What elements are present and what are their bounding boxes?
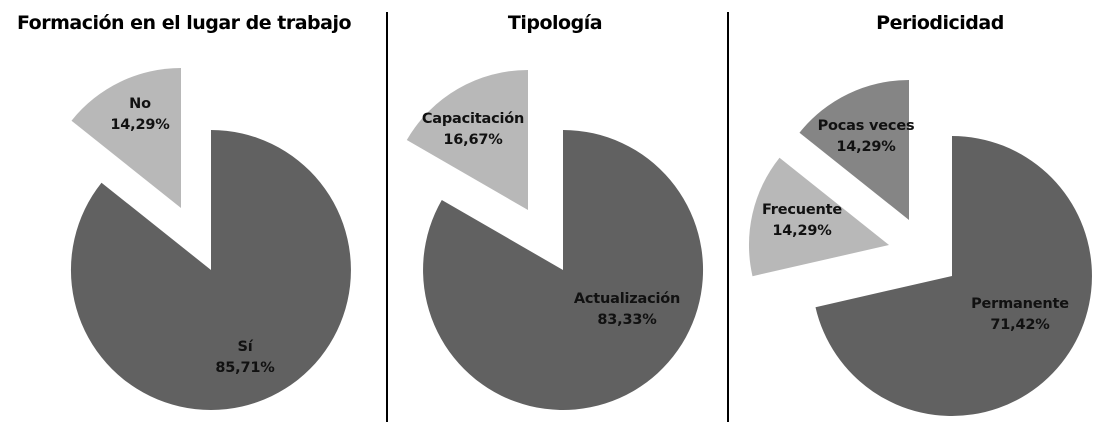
slice-label-permanente: Permanente 71,42% (971, 294, 1069, 336)
pie-slice-capacitacion (406, 70, 528, 210)
slice-name: No (129, 96, 151, 112)
pie-slice-permanente (815, 136, 1092, 417)
pie-slice-no (71, 67, 181, 208)
slice-pct: 14,29% (772, 223, 832, 239)
divider-right (727, 12, 729, 422)
slice-label-si: Sí 85,71% (215, 337, 274, 379)
chart-title-periodicidad: Periodicidad (876, 12, 1004, 34)
pie-slice-pocas-veces (799, 79, 909, 220)
divider-left (386, 12, 388, 422)
slice-name: Pocas veces (817, 118, 915, 134)
pie-slice-si (70, 130, 351, 410)
slice-pct: 14,29% (110, 117, 170, 133)
slice-name: Sí (237, 339, 253, 355)
slice-name: Actualización (573, 291, 681, 307)
slice-label-no: No 14,29% (110, 94, 169, 136)
slice-pct: 14,29% (836, 139, 896, 155)
slice-pct: 85,71% (215, 360, 275, 376)
pie-slice-frecuente (748, 157, 889, 277)
slice-pct: 71,42% (990, 317, 1050, 333)
slice-pct: 16,67% (443, 132, 503, 148)
slice-name: Permanente (971, 296, 1069, 312)
chart-title-formacion: Formación en el lugar de trabajo (16, 12, 352, 34)
slice-label-capacitacion: Capacitación 16,67% (421, 109, 525, 151)
slice-label-frecuente: Frecuente 14,29% (762, 200, 842, 242)
chart-title-tipologia: Tipología (507, 12, 603, 34)
slice-name: Frecuente (761, 202, 843, 218)
slice-name: Capacitación (421, 111, 525, 127)
slice-label-actualizacion: Actualización 83,33% (574, 289, 680, 331)
slice-label-pocas-veces: Pocas veces 14,29% (818, 116, 915, 158)
slice-pct: 83,33% (597, 312, 657, 328)
pie-slice-actualizacion (423, 130, 704, 410)
